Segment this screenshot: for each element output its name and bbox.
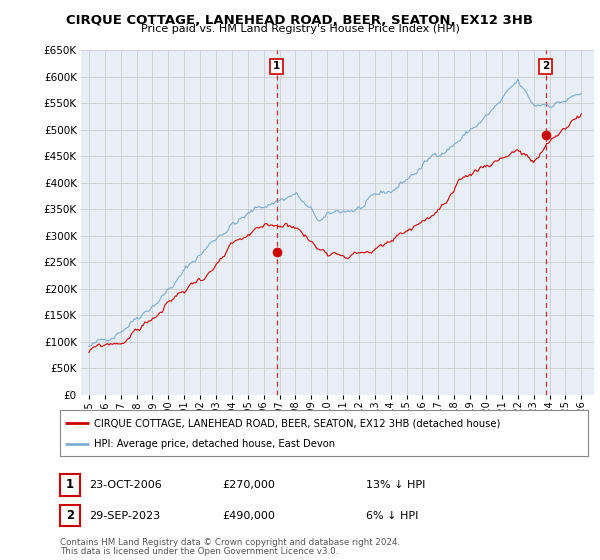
Text: CIRQUE COTTAGE, LANEHEAD ROAD, BEER, SEATON, EX12 3HB (detached house): CIRQUE COTTAGE, LANEHEAD ROAD, BEER, SEA… [94, 418, 500, 428]
Text: CIRQUE COTTAGE, LANEHEAD ROAD, BEER, SEATON, EX12 3HB: CIRQUE COTTAGE, LANEHEAD ROAD, BEER, SEA… [67, 14, 533, 27]
Text: 2: 2 [66, 509, 74, 522]
Text: 13% ↓ HPI: 13% ↓ HPI [366, 480, 425, 490]
Text: 1: 1 [66, 478, 74, 492]
Text: 1: 1 [273, 61, 280, 71]
Text: £490,000: £490,000 [222, 511, 275, 521]
Text: Contains HM Land Registry data © Crown copyright and database right 2024.: Contains HM Land Registry data © Crown c… [60, 539, 400, 548]
Text: Price paid vs. HM Land Registry's House Price Index (HPI): Price paid vs. HM Land Registry's House … [140, 24, 460, 34]
Text: 2: 2 [542, 61, 549, 71]
Text: £270,000: £270,000 [222, 480, 275, 490]
Text: 6% ↓ HPI: 6% ↓ HPI [366, 511, 418, 521]
Text: HPI: Average price, detached house, East Devon: HPI: Average price, detached house, East… [94, 440, 335, 450]
Text: This data is licensed under the Open Government Licence v3.0.: This data is licensed under the Open Gov… [60, 548, 338, 557]
Text: 29-SEP-2023: 29-SEP-2023 [89, 511, 160, 521]
Text: 23-OCT-2006: 23-OCT-2006 [89, 480, 161, 490]
